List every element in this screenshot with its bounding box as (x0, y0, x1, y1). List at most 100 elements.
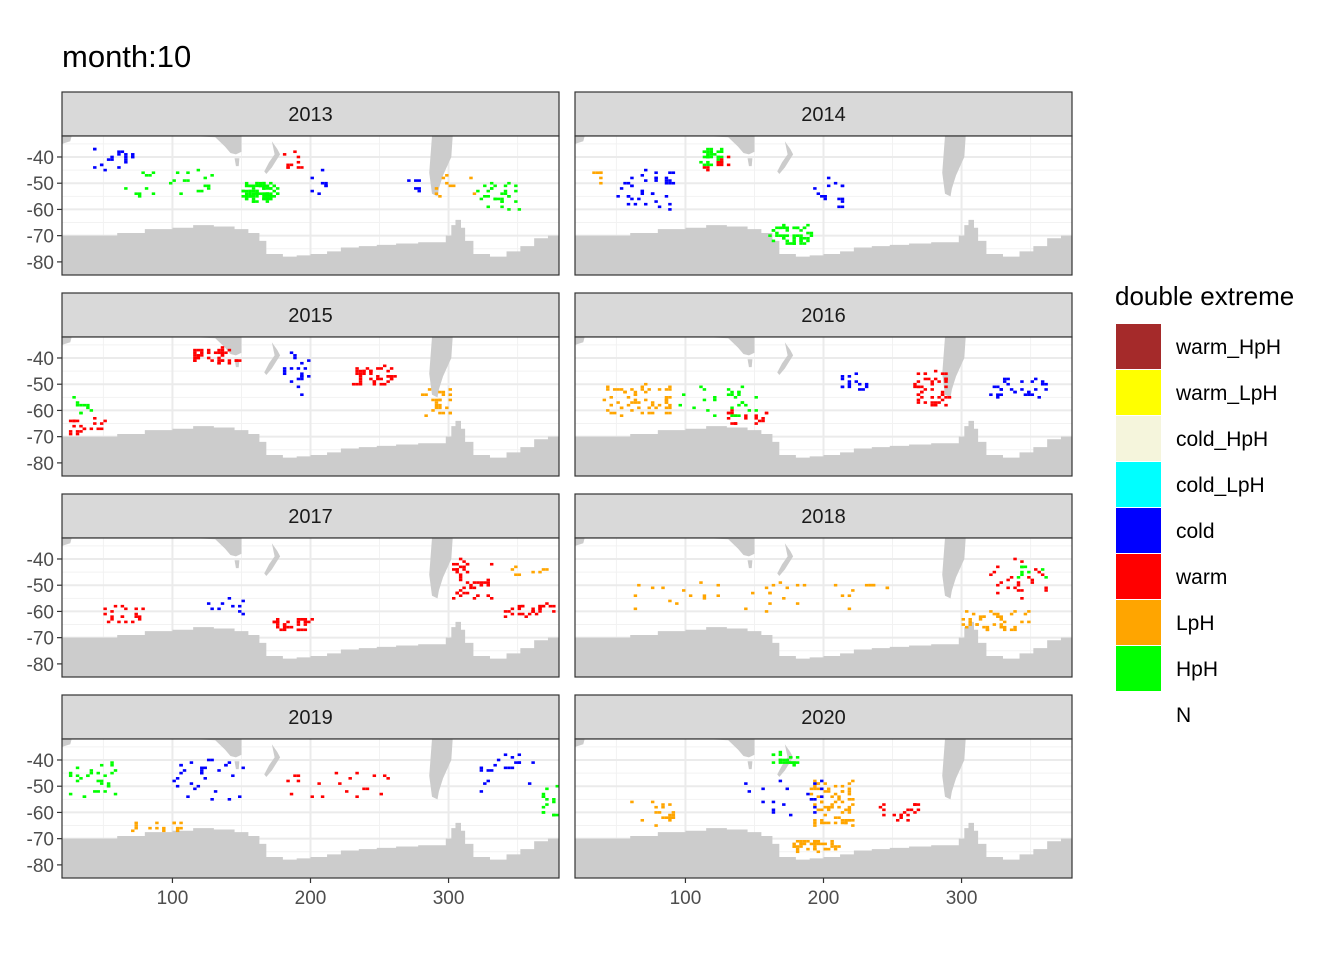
data-cell-cold (788, 813, 793, 817)
data-cell-LpH (840, 790, 845, 793)
data-cell-HpH (788, 756, 793, 759)
data-cell-cold (213, 790, 218, 793)
data-cell-HpH (486, 205, 490, 209)
data-cell-warm (355, 795, 359, 799)
data-cell-cold (124, 158, 128, 161)
data-cell-warm (365, 367, 370, 370)
data-cell-HpH (265, 192, 270, 196)
facet-panel-2013: 2013 -40 -50 -60 -70 -80 (27, 91, 560, 276)
data-cell-cold (106, 158, 111, 161)
data-cell-warm (1037, 570, 1041, 574)
data-cell-cold (785, 787, 789, 791)
data-cell-LpH (820, 818, 824, 822)
data-cell-cold (307, 359, 311, 362)
data-cell-HpH (75, 401, 80, 404)
data-cell-HpH (251, 187, 256, 190)
data-cell-LpH (531, 570, 535, 574)
data-cell-LpH (671, 813, 676, 817)
data-cell-cold (657, 205, 662, 209)
data-cell-LpH (992, 612, 997, 616)
data-cell-HpH (503, 184, 508, 188)
data-cell-warm (1009, 576, 1014, 579)
data-cell-LpH (650, 800, 655, 804)
data-cell-LpH (847, 818, 852, 822)
data-cell-LpH (616, 388, 620, 391)
data-cell-LpH (820, 821, 824, 825)
data-cell-cold (626, 195, 631, 198)
data-cell-LpH (975, 623, 979, 626)
data-cell-warm (124, 620, 128, 624)
data-cell-HpH (500, 192, 504, 196)
data-cell-warm (906, 808, 910, 812)
data-cell-cold (840, 184, 845, 188)
data-cell-warm (282, 623, 287, 626)
data-cell-LpH (545, 568, 549, 571)
data-cell-warm (296, 628, 301, 632)
data-cell-LpH (640, 818, 645, 822)
data-cell-warm (382, 382, 387, 386)
data-cell-warm (206, 351, 211, 355)
data-cell-warm (372, 774, 377, 778)
facet-strip-label: 2018 (801, 506, 846, 528)
data-cell-LpH (764, 586, 769, 590)
antarctica-land (62, 822, 559, 878)
data-cell-HpH (792, 234, 796, 237)
data-cell-warm (730, 411, 734, 415)
data-cell-LpH (965, 610, 969, 613)
data-cell-HpH (134, 192, 138, 196)
data-cell-cold (496, 758, 501, 762)
data-cell-LpH (434, 401, 439, 404)
data-cell-cold (816, 192, 821, 196)
data-cell-LpH (633, 398, 638, 402)
africa-land (62, 739, 72, 747)
data-cell-LpH (647, 411, 651, 415)
data-cell-HpH (785, 242, 789, 245)
data-cell-HpH (241, 195, 245, 198)
data-cell-cold (626, 181, 631, 185)
data-cell-cold (668, 181, 672, 185)
data-cell-LpH (448, 393, 453, 397)
data-cell-HpH (792, 236, 796, 240)
data-cell-LpH (688, 594, 693, 598)
data-cell-warm (355, 369, 359, 373)
data-cell-HpH (782, 234, 786, 237)
data-cell-warm (930, 403, 934, 407)
data-cell-cold (671, 171, 676, 175)
data-cell-warm (486, 583, 490, 587)
data-cell-cold (300, 393, 304, 397)
data-cell-warm (300, 617, 304, 621)
data-cell-cold (117, 150, 121, 154)
data-cell-cold (1044, 382, 1048, 386)
data-cell-warm (524, 615, 528, 618)
data-cell-HpH (785, 239, 789, 243)
data-cell-cold (193, 787, 197, 791)
data-cell-cold (293, 354, 297, 357)
data-cell-warm (227, 359, 232, 362)
data-cell-HpH (68, 771, 73, 775)
data-cell-HpH (483, 184, 487, 188)
data-cell-cold (179, 763, 183, 767)
data-cell-LpH (647, 388, 651, 391)
data-cell-warm (365, 787, 370, 791)
data-cell-HpH (1020, 565, 1024, 569)
data-cell-warm (355, 382, 359, 386)
data-cell-warm (761, 419, 765, 423)
data-cell-warm (358, 369, 363, 373)
data-cell-cold (644, 202, 648, 206)
data-cell-LpH (445, 181, 449, 185)
data-cell-HpH (96, 779, 100, 783)
data-cell-warm (355, 372, 359, 376)
data-cell-warm (68, 430, 73, 433)
data-cell-HpH (795, 234, 800, 237)
data-cell-LpH (847, 607, 852, 611)
data-cell-warm (483, 581, 487, 584)
data-cell-cold (479, 790, 484, 793)
data-cell-warm (452, 568, 456, 571)
data-cell-HpH (713, 153, 717, 156)
data-cell-cold (503, 753, 508, 757)
data-cell-warm (68, 432, 73, 436)
data-cell-LpH (650, 403, 655, 407)
data-cell-HpH (489, 187, 494, 190)
data-cell-HpH (754, 396, 758, 399)
data-cell-LpH (657, 388, 662, 391)
